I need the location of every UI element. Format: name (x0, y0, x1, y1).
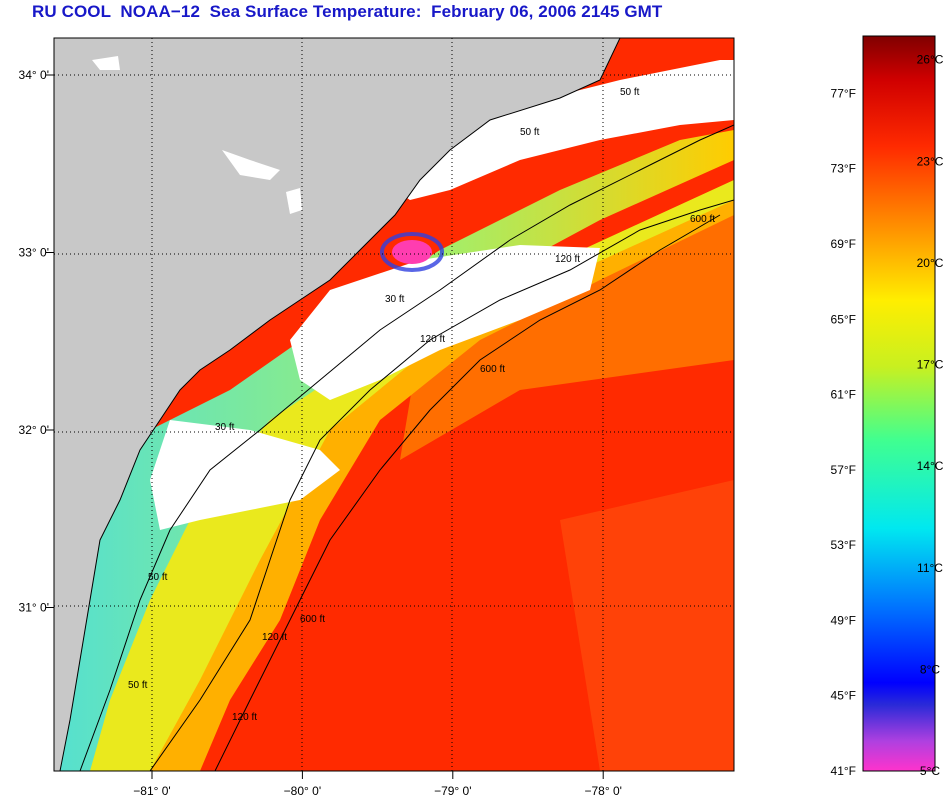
colorbar-fahrenheit-label: 45°F (831, 689, 856, 703)
colorbar-fahrenheit-label: 61°F (831, 388, 856, 402)
lake (222, 150, 280, 180)
longitude-label: −79° 0' (434, 784, 471, 798)
map-border (53, 37, 735, 772)
colorbar-fahrenheit-labels: 77°F 73°F 69°F 65°F 61°F 57°F 53°F 49°F 45°F 41°F (831, 86, 856, 778)
isobath-label: 50 ft (620, 87, 640, 98)
latitude-label: 33° 0' (19, 246, 49, 260)
colorbar-celsius-labels: 26°C 23°C 20°C 17°C 14°C 11°C 8°C 5°C (917, 53, 944, 778)
land-mass (54, 38, 621, 771)
colorbar-fahrenheit-label: 41°F (831, 764, 856, 778)
colorbar-celsius-label: 11°C (917, 561, 943, 575)
graticule (54, 38, 734, 771)
latitude-label: 31° 0' (19, 601, 49, 615)
colorbar-celsius-label: 14°C (917, 459, 944, 473)
colorbar-celsius-label: 5°C (920, 764, 940, 778)
colorbar-celsius-label: 23°C (917, 154, 944, 168)
lake (92, 56, 120, 70)
isobath-label: 600 ft (690, 214, 715, 225)
cold-water-rim (380, 232, 444, 272)
isobath-label: 600 ft (300, 614, 325, 625)
longitude-labels: −81° 0' −80° 0' −79° 0' −78° 0' (133, 771, 622, 798)
colorbar-fahrenheit-label: 53°F (831, 538, 856, 552)
colorbar-celsius-label: 20°C (917, 256, 944, 270)
colorbar-fahrenheit-label: 73°F (831, 162, 856, 176)
colorbar-fahrenheit-label: 49°F (831, 613, 856, 627)
warm-water-band (400, 200, 734, 460)
colorbar-fahrenheit-label: 69°F (831, 237, 856, 251)
isobath-contours (79, 124, 734, 771)
isobath-label: 120 ft (420, 334, 445, 345)
latitude-label: 34° 0' (19, 68, 49, 82)
longitude-label: −81° 0' (133, 784, 170, 798)
lake (286, 188, 302, 214)
isobath-label: 120 ft (232, 712, 257, 723)
colorbar-fahrenheit-label: 65°F (831, 312, 856, 326)
isobath-label: 50 ft (128, 680, 148, 691)
isobath-label: 50 ft (520, 127, 540, 138)
isobath-labels: 50 ft 50 ft 120 ft 600 ft 30 ft 120 ft 600 ft 3… (128, 87, 715, 723)
colorbar-fahrenheit-label: 77°F (831, 86, 856, 100)
isobath-label: 30 ft (385, 294, 405, 305)
latitude-label: 32° 0' (19, 423, 49, 437)
isobath-label: 120 ft (555, 254, 580, 265)
colorbar-celsius-label: 8°C (920, 662, 940, 676)
longitude-label: −78° 0' (584, 784, 621, 798)
isobath-label: 50 ft (148, 572, 168, 583)
latitude-labels: 34° 0' 33° 0' 32° 0' 31° 0' (19, 68, 54, 615)
longitude-label: −80° 0' (284, 784, 321, 798)
mid-shelf-water (54, 180, 734, 771)
page-title: RU COOL NOAA−12 Sea Surface Temperature:… (32, 2, 663, 21)
colorbar-celsius-label: 26°C (917, 53, 944, 67)
isobath-label: 30 ft (215, 422, 235, 433)
isobath-label: 600 ft (480, 364, 505, 375)
cloud-cover (380, 60, 734, 200)
colorbar-fahrenheit-label: 57°F (831, 463, 856, 477)
isobath-label: 120 ft (262, 632, 287, 643)
cloud-cover (150, 420, 340, 530)
sst-map (54, 38, 734, 771)
colorbar (862, 35, 936, 772)
colorbar-celsius-label: 17°C (917, 358, 944, 372)
cold-water-patch (392, 240, 432, 264)
cloud-cover (290, 245, 600, 400)
